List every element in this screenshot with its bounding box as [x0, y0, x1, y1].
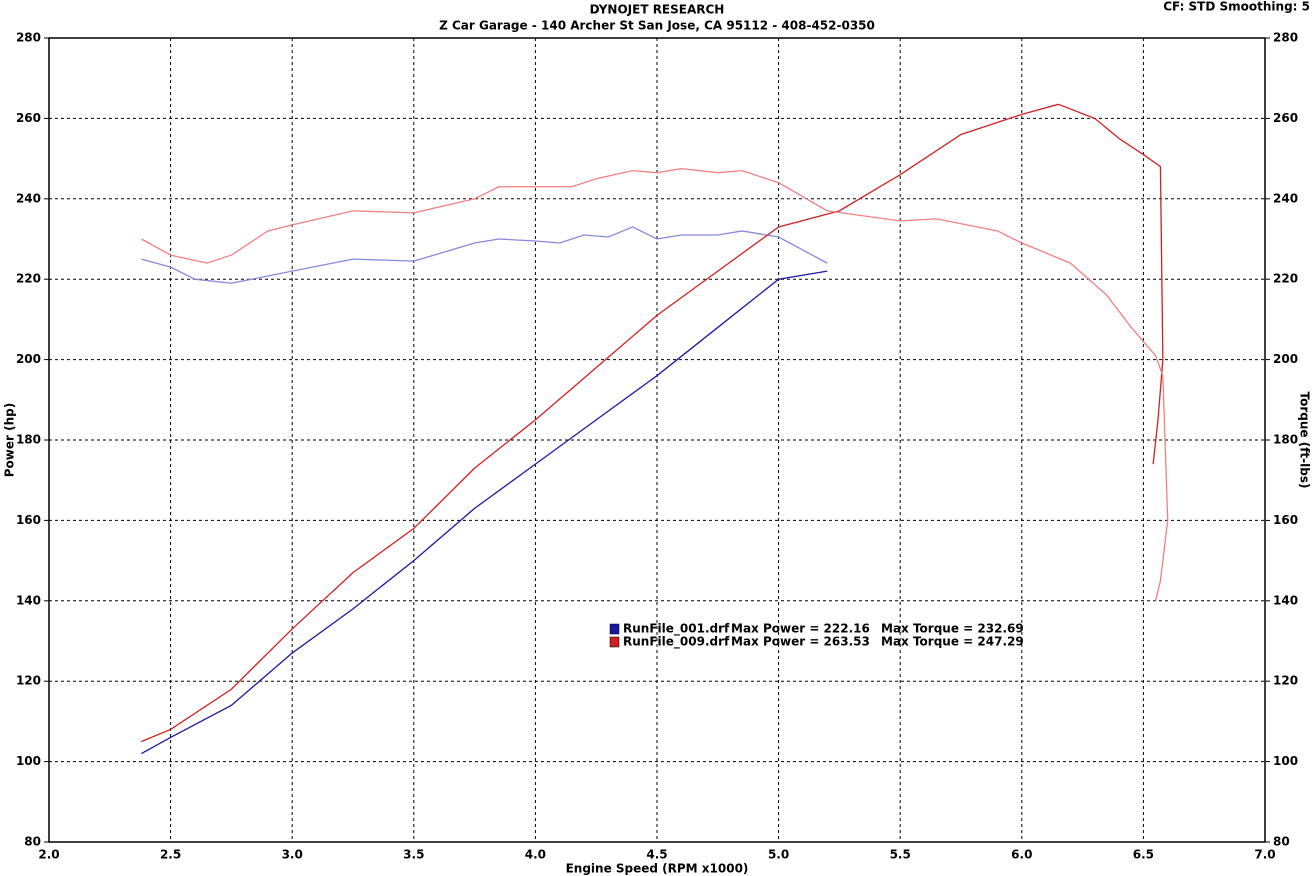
legend-torque: Max Torque = 232.69 [881, 622, 1024, 636]
x-tick-label: 6.5 [1133, 848, 1154, 862]
y-tick-label: 100 [16, 754, 41, 768]
x-tick-label: 4.0 [525, 848, 546, 862]
y-tick-label: 120 [16, 674, 41, 688]
y2-tick-label: 140 [1273, 593, 1298, 607]
legend-swatch [609, 623, 620, 635]
plot-frame [48, 37, 1266, 843]
settings-note: CF: STD Smoothing: 5 [1163, 0, 1310, 14]
x-tick-label: 2.0 [38, 848, 59, 862]
x-tick-label: 6.0 [1011, 848, 1032, 862]
y-tick-label: 140 [16, 593, 41, 607]
x-axis-label: Engine Speed (RPM x1000) [566, 862, 749, 876]
y-tick-label: 160 [16, 513, 41, 527]
x-tick-label: 4.5 [646, 848, 667, 862]
y-tick-label: 220 [16, 272, 41, 286]
y2-tick-label: 100 [1273, 754, 1298, 768]
y2-tick-label: 160 [1273, 513, 1298, 527]
series-line [141, 226, 828, 284]
y2-tick-label: 240 [1273, 191, 1298, 205]
legend-name: RunFile_009.drf [623, 635, 730, 650]
y2-tick-label: 280 [1273, 31, 1298, 45]
x-tick-label: 5.5 [890, 848, 911, 862]
y2-tick-label: 120 [1273, 674, 1298, 688]
legend-name: RunFile_001.drf [623, 622, 730, 637]
x-tick-label: 7.0 [1254, 848, 1275, 862]
series-line [141, 167, 1169, 601]
y-tick-label: 280 [16, 31, 41, 45]
y2-tick-label: 220 [1273, 272, 1298, 286]
series-line [141, 270, 828, 755]
y2-axis-label: Torque (ft-lbs) [1298, 392, 1312, 489]
y-tick-label: 260 [16, 111, 41, 125]
y-tick-label: 240 [16, 191, 41, 205]
legend-power: Max Power = 222.16 [731, 622, 870, 636]
y2-tick-label: 200 [1273, 352, 1298, 366]
legend-torque: Max Torque = 247.29 [881, 635, 1024, 649]
x-tick-label: 2.5 [160, 848, 181, 862]
y-tick-label: 200 [16, 352, 41, 366]
chart-subtitle: Z Car Garage - 140 Archer St San Jose, C… [439, 19, 875, 33]
x-tick-label: 3.0 [282, 848, 303, 862]
legend-swatch [609, 636, 620, 648]
y2-tick-label: 180 [1273, 433, 1298, 447]
y2-tick-label: 260 [1273, 111, 1298, 125]
y2-tick-label: 80 [1273, 835, 1290, 849]
x-tick-label: 3.5 [403, 848, 424, 862]
legend-power: Max Power = 263.53 [731, 635, 870, 649]
series-line [141, 103, 1164, 743]
x-tick-label: 5.0 [768, 848, 789, 862]
y-axis-label: Power (hp) [3, 403, 17, 477]
chart-title: DYNOJET RESEARCH [590, 3, 725, 17]
y-tick-label: 180 [16, 433, 41, 447]
y-tick-label: 80 [24, 835, 41, 849]
